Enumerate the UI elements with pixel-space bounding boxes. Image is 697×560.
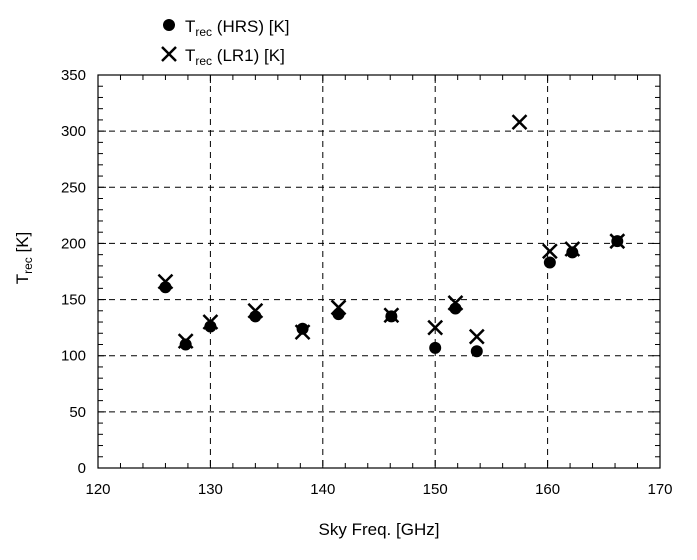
y-tick-label: 100: [61, 348, 86, 365]
hrs-point: [543, 256, 556, 269]
lr1-point: [609, 233, 626, 250]
hrs-point: [566, 246, 579, 259]
lr1-point: [511, 114, 528, 131]
lr1-point: [541, 243, 558, 260]
hrs-point: [429, 341, 442, 354]
lr1-point: [564, 241, 581, 257]
y-tick-label: 250: [61, 179, 86, 196]
x-axis-title: Sky Freq. [GHz]: [319, 520, 440, 539]
y-tick-label: 50: [69, 404, 86, 421]
lr1-point: [427, 319, 444, 336]
hrs-point: [470, 345, 483, 358]
lr1-point: [157, 273, 174, 290]
legend-marker-hrs: [163, 19, 175, 31]
lr1-point: [383, 307, 400, 324]
grid-lines: [98, 75, 660, 468]
x-tick-label: 120: [85, 481, 110, 498]
x-tick-label: 170: [647, 481, 672, 498]
y-axis-title: Trec [K]: [13, 232, 35, 285]
y-tick-label: 300: [61, 123, 86, 140]
lr1-point: [177, 333, 194, 350]
legend-marker-lr1: [161, 46, 177, 62]
lr1-point: [330, 299, 347, 316]
x-tick-label: 130: [198, 481, 223, 498]
x-tick-label: 150: [423, 481, 448, 498]
x-tick-label: 140: [310, 481, 335, 498]
data-points: [157, 114, 626, 358]
y-tick-label: 0: [78, 460, 86, 477]
y-tick-label: 150: [61, 292, 86, 309]
legend: Trec (HRS) [K] Trec (LR1) [K]: [161, 17, 290, 68]
legend-label-lr1: Trec (LR1) [K]: [185, 46, 285, 68]
y-tick-label: 350: [61, 67, 86, 84]
lr1-point: [202, 314, 219, 330]
hrs-point: [179, 338, 192, 351]
x-tick-label: 160: [535, 481, 560, 498]
lr1-point: [447, 295, 464, 311]
lr1-point: [247, 302, 264, 319]
plot-frame: [97, 74, 661, 469]
axis-ticks: [97, 74, 661, 469]
lr1-point: [468, 328, 485, 345]
tick-labels: 120 130 140 150 160 170 0 50 100 150 200 250 300 350: [61, 67, 673, 498]
lr1-point: [294, 324, 311, 341]
hrs-point: [296, 322, 309, 335]
y-tick-label: 200: [61, 235, 86, 252]
plot-border: [97, 74, 661, 469]
legend-label-hrs: Trec (HRS) [K]: [185, 17, 290, 39]
